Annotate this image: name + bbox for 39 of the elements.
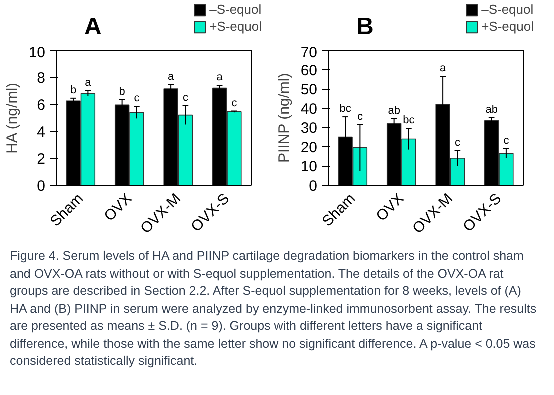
data-label: b	[119, 86, 126, 98]
data-label: c	[454, 136, 461, 149]
y-tick-label: 60	[300, 62, 318, 80]
data-label: a	[168, 70, 176, 83]
legend-label: +S-equol	[210, 19, 262, 34]
legend-label: –S-equol	[210, 2, 262, 17]
y-tick-label: 0	[37, 178, 46, 195]
y-tick-label: 10	[300, 158, 318, 176]
y-tick-label: 20	[300, 139, 318, 156]
y-tick-label: 30	[300, 120, 318, 138]
y-tick-label: 10	[28, 44, 46, 62]
y-tick-label: 50	[300, 82, 318, 99]
y-tick-label: 2	[37, 151, 46, 168]
data-label: c	[232, 97, 238, 110]
data-label: bc	[403, 114, 416, 127]
data-label: ab	[388, 104, 400, 117]
caption: Figure 4. Serum levels of HA and PIINP cartilage degradation biomarkers in the control sham and OVX-OA rats without or with S-equol supplementation. The details of the OVX-OA rat groups are described in Section 2.2. After S-equol supplementation for 8 weeks, levels of (A) HA and (B) PIINP in serum were analyzed by enzyme-linked immunosorbent assay. The results are presented as means ± S.D. (n = 9). Groups with different letters have a significant difference, while those with the same letter show no significant difference. A p-value < 0.05 was considered statistically significant.	[10, 248, 538, 370]
chart-title: B	[356, 14, 374, 40]
legend-label: –S-equol	[482, 2, 534, 17]
y-axis-title: HA (ng/ml)	[4, 82, 21, 154]
y-tick-label: 40	[300, 100, 318, 118]
y-tick-label: 0	[309, 178, 318, 195]
legend-label: +S-equol	[482, 19, 534, 34]
data-label: a	[85, 77, 92, 89]
y-axis-title: PIINP (ng/ml)	[276, 73, 293, 164]
y-tick-label: 8	[37, 70, 46, 87]
data-label: a	[440, 62, 448, 75]
y-tick-label: 6	[37, 97, 46, 114]
data-label: b	[70, 84, 77, 96]
data-label: ab	[486, 104, 498, 116]
chart-title: A	[84, 14, 102, 40]
data-label: a	[216, 72, 224, 84]
data-label: c	[134, 92, 140, 105]
data-label: bc	[340, 103, 352, 116]
y-tick-label: 4	[37, 124, 46, 141]
data-label: c	[504, 134, 510, 147]
y-tick-label: 70	[300, 44, 318, 62]
data-label: c	[182, 92, 189, 104]
data-label: c	[357, 110, 364, 123]
